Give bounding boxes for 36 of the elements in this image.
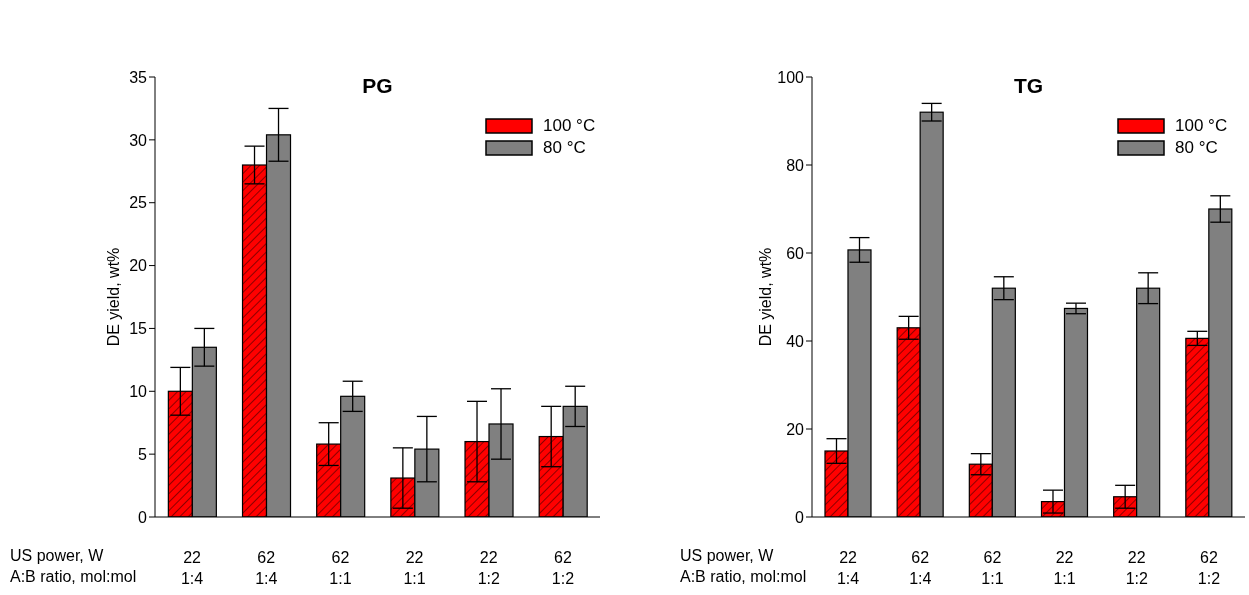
y-tick-label: 15 [129,320,148,338]
x-tick-label: 22 1:4 [836,549,860,587]
x-axis-title: US power, W A:B ratio, mol:mol [680,546,807,587]
x-tick-label: 22 1:1 [403,549,426,587]
y-tick-label: 0 [795,508,805,526]
y-tick-label: 20 [786,420,805,438]
y-tick-label: 20 [129,257,148,275]
legend-label: 100 °C [1175,116,1228,136]
y-tick-label: 100 [777,68,805,86]
x-tick-label: 62 1:4 [909,549,932,587]
legend-label: 100 °C [543,116,596,136]
y-axis-title: DE yield, wt% [756,247,774,347]
x-tick-label: 62 1:1 [329,549,352,587]
legend-label: 80 °C [1175,138,1218,158]
y-tick-label: 5 [138,445,148,463]
y-tick-label: 60 [786,244,805,262]
chart-title: PG [361,74,394,98]
x-tick-label: 22 1:2 [477,549,500,587]
y-tick-label: 10 [129,382,148,400]
x-tick-label: 22 1:1 [1053,549,1076,587]
y-tick-label: 0 [138,508,148,526]
y-axis-title: DE yield, wt% [104,247,122,347]
y-tick-label: 35 [129,68,148,86]
y-tick-label: 30 [129,131,148,149]
y-tick-label: 40 [786,332,805,350]
x-axis-title: US power, W A:B ratio, mol:mol [10,546,137,587]
x-tick-label: 62 1:4 [255,549,278,587]
legend-label: 80 °C [543,138,586,158]
chart-title: TG [1012,74,1045,98]
x-tick-label: 22 1:4 [180,549,204,587]
y-tick-label: 80 [786,156,805,174]
x-tick-label: 62 1:2 [1197,549,1221,587]
x-tick-label: 62 1:1 [981,549,1004,587]
x-tick-label: 22 1:2 [1125,549,1148,587]
x-tick-label: 62 1:2 [551,549,575,587]
y-tick-label: 25 [129,194,148,212]
